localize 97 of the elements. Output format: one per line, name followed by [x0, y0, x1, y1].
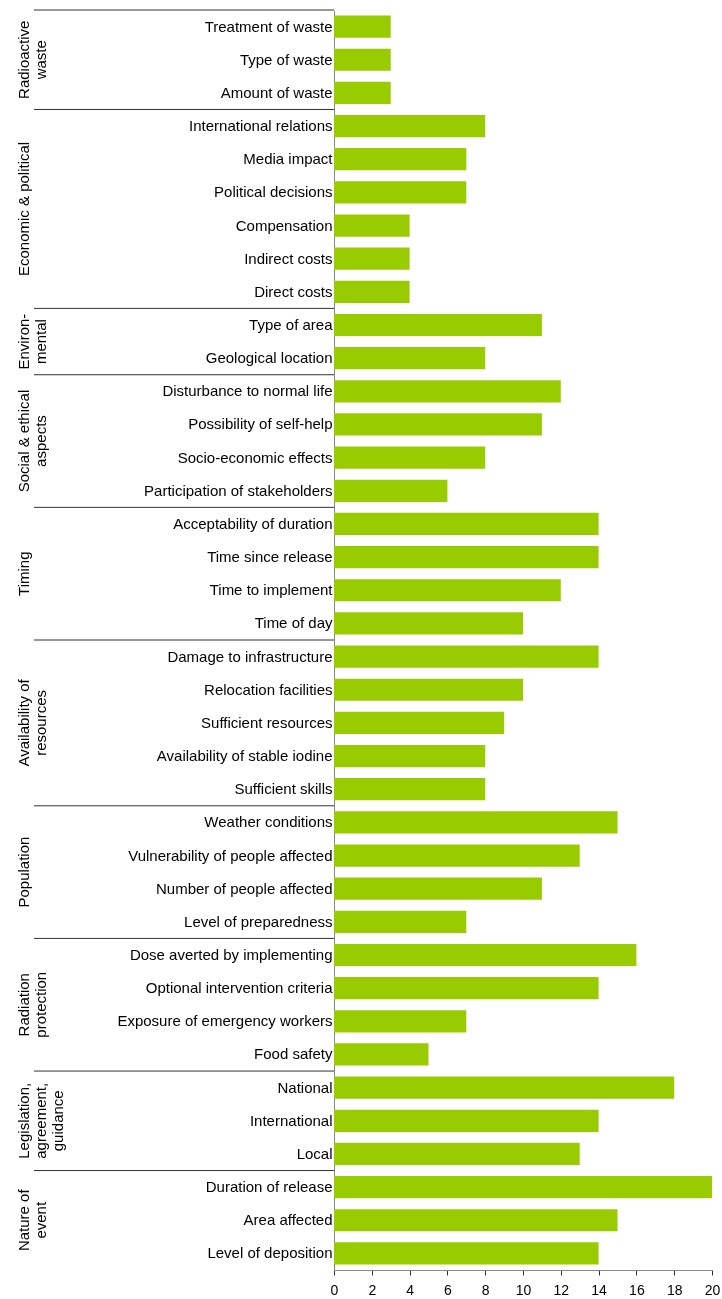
- x-tick-label: 0: [330, 1281, 339, 1298]
- bar: [334, 877, 542, 900]
- y-tick-label: Type of waste: [239, 50, 333, 68]
- y-tick-label: Area affected: [243, 1211, 333, 1229]
- bar: [334, 711, 505, 734]
- y-tick-label: Damage to infrastructure: [167, 647, 333, 665]
- x-tick-label: 16: [629, 1281, 645, 1298]
- text: Availability of resources: [15, 678, 49, 767]
- y-tick-label: Possibility of self-help: [188, 415, 333, 433]
- bar: [334, 744, 486, 768]
- y-tick-label: Type of area: [249, 316, 334, 333]
- y-tick-label: Relocation facilities: [204, 680, 333, 698]
- y-tick-label: Amount of waste: [220, 83, 333, 101]
- text: Environ- mental: [15, 313, 49, 370]
- y-tick-label: Direct costs: [254, 282, 333, 300]
- text: Population: [15, 836, 32, 908]
- y-tick-label: Weather conditions: [204, 813, 333, 831]
- bar: [334, 977, 599, 1000]
- bar: [334, 512, 599, 536]
- text: Radiation protection: [15, 971, 49, 1038]
- x-tick-label: 14: [591, 1281, 608, 1298]
- y-tick-label: Optional intervention criteria: [145, 979, 334, 997]
- bar: [334, 1010, 467, 1033]
- bar: [334, 413, 542, 436]
- bar: [334, 114, 486, 138]
- bar: [334, 612, 523, 635]
- y-tick-label: Geological location: [205, 349, 333, 367]
- bar: [334, 844, 580, 867]
- y-tick-label: Vulnerability of people affected: [128, 846, 333, 864]
- x-tick-label: 18: [666, 1281, 683, 1298]
- text: Timing: [15, 551, 32, 596]
- text: Social & ethical aspects: [15, 389, 49, 493]
- bar: [334, 347, 486, 370]
- y-tick-label: Treatment of waste: [204, 17, 333, 35]
- y-tick-label: Socio-economic effects: [177, 448, 333, 466]
- bar: [334, 313, 542, 337]
- x-tick-label: 12: [553, 1281, 570, 1298]
- bar: [334, 910, 467, 933]
- bar: [334, 579, 561, 602]
- x-tick-label: 8: [481, 1281, 490, 1298]
- x-tick-label: 20: [704, 1281, 721, 1298]
- bar: [334, 546, 599, 569]
- x-tick-label: 6: [444, 1281, 452, 1298]
- y-tick-label: Acceptability of duration: [173, 514, 333, 532]
- y-tick-label: Local: [296, 1144, 333, 1162]
- y-tick-label: Sufficient resources: [201, 713, 333, 731]
- bar: [334, 778, 486, 801]
- bar: [334, 1242, 599, 1265]
- bar: [334, 678, 523, 701]
- bar: [334, 15, 391, 38]
- y-tick-label: Availability of stable iodine: [156, 747, 333, 765]
- y-tick-label: International relations: [189, 117, 333, 135]
- y-tick-label: Duration of release: [205, 1178, 333, 1196]
- y-tick-label: Compensation: [235, 216, 333, 234]
- y-tick-label: Food safety: [254, 1045, 333, 1063]
- y-tick-label: Exposure of emergency workers: [117, 1012, 333, 1030]
- bar: [334, 479, 448, 502]
- bar: [334, 247, 410, 270]
- text: Legislation, agreement, guidance: [15, 1082, 66, 1159]
- bar: [334, 1109, 599, 1132]
- bar: [334, 1142, 580, 1166]
- bar: [334, 148, 467, 171]
- bar: [334, 645, 599, 668]
- bar: [334, 48, 391, 71]
- y-tick-label: Media impact: [243, 150, 334, 168]
- bar: [334, 380, 561, 403]
- y-tick-label: Level of deposition: [207, 1244, 333, 1262]
- x-tick-label: 4: [406, 1281, 415, 1298]
- bar: [334, 446, 486, 469]
- y-tick-label: Disturbance to normal life: [162, 382, 333, 400]
- y-tick-label: Time of day: [254, 614, 333, 632]
- y-tick-label: International: [249, 1111, 333, 1129]
- bar: [334, 1076, 675, 1099]
- bar: [334, 943, 637, 967]
- y-tick-label: National: [277, 1078, 333, 1096]
- bar: [334, 280, 410, 303]
- y-tick-label: Sufficient skills: [234, 780, 333, 798]
- bar: [334, 214, 410, 237]
- bar: [334, 1043, 429, 1066]
- x-tick-label: 2: [368, 1281, 377, 1298]
- y-tick-label: Indirect costs: [244, 249, 333, 267]
- y-tick-label: Time since release: [207, 548, 333, 566]
- bar: [334, 811, 618, 834]
- bar: [334, 181, 467, 204]
- bar: [334, 1176, 712, 1199]
- bar: [334, 81, 391, 104]
- y-tick-label: Political decisions: [214, 183, 333, 201]
- x-tick-label: 10: [515, 1281, 532, 1298]
- text: Radioactive waste: [15, 20, 49, 99]
- y-tick-label: Level of preparedness: [184, 912, 333, 930]
- y-tick-label: Participation of stakeholders: [144, 481, 333, 499]
- bar: [334, 1209, 618, 1232]
- y-tick-label: Time to implement: [209, 581, 334, 599]
- y-tick-label: Number of people affected: [155, 879, 333, 897]
- y-tick-label: Dose averted by implementing: [129, 946, 333, 963]
- text: Economic & political: [15, 141, 32, 277]
- text: Nature of event: [15, 1188, 49, 1252]
